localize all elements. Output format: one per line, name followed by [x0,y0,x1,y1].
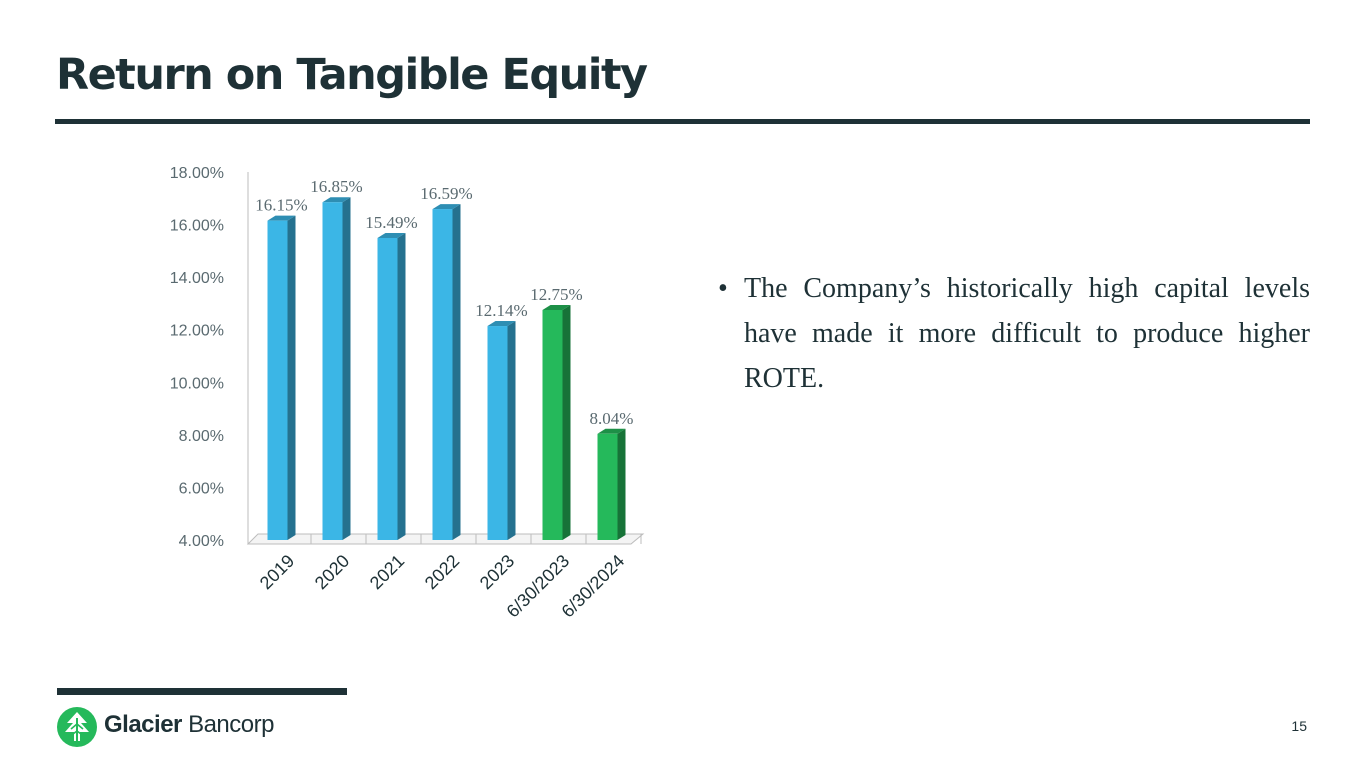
bar-top [432,204,461,210]
data-label: 16.59% [420,184,472,203]
x-tick-label: 2020 [311,551,353,593]
data-label: 16.15% [255,196,307,215]
bar-side [452,204,461,540]
bar-side [562,305,571,540]
y-tick-label: 4.00% [179,533,224,550]
y-tick-label: 18.00% [170,165,224,182]
data-label: 15.49% [365,213,417,232]
bullet-dot: • [718,273,728,304]
y-tick-label: 6.00% [179,480,224,497]
bar-top [377,232,406,238]
data-label: 12.75% [530,285,582,304]
bar [322,202,343,540]
bar [267,220,288,540]
brand-name: Glacier Bancorp [104,711,274,739]
bar-side [342,197,351,540]
glacier-tree-logo-icon [57,707,97,747]
data-label: 8.04% [590,409,634,428]
rote-bar-chart: 4.00% 6.00% 8.00% 10.00% 12.00% 14.00% 16.00% 1… [170,165,645,621]
y-tick-label: 14.00% [170,270,224,287]
bar-side [507,321,516,540]
y-tick-label: 8.00% [179,428,224,445]
bar [597,433,618,540]
bar [432,209,453,540]
footer-divider [57,688,347,695]
bar [487,326,508,540]
bullet-text: The Company’s historically high capital … [744,273,1310,394]
x-tick-label: 2019 [256,551,298,593]
x-tick-label: 2022 [421,551,463,593]
page-number: 15 [1291,718,1307,734]
bar-side [617,428,626,540]
y-tick-label: 12.00% [170,323,224,340]
data-label: 12.14% [475,301,527,320]
bar [377,237,398,540]
slide-title: Return on Tangible Equity [56,50,648,100]
y-tick-label: 10.00% [170,375,224,392]
x-tick-label: 2023 [476,551,518,593]
brand-primary: Glacier [104,711,182,738]
bullet-point: • The Company’s historically high capita… [718,266,1310,401]
y-tick-label: 16.00% [170,218,224,235]
x-tick-label: 2021 [366,551,408,593]
bar [542,310,563,540]
bar-side [397,232,406,540]
bar-top [597,428,626,434]
bar-top [542,305,571,310]
brand-secondary: Bancorp [188,711,274,738]
title-divider [55,119,1310,124]
bar-top [267,215,296,221]
bar-side [287,215,296,540]
bar-top [322,197,351,203]
data-label: 16.85% [310,177,362,196]
bar-top [487,321,516,327]
